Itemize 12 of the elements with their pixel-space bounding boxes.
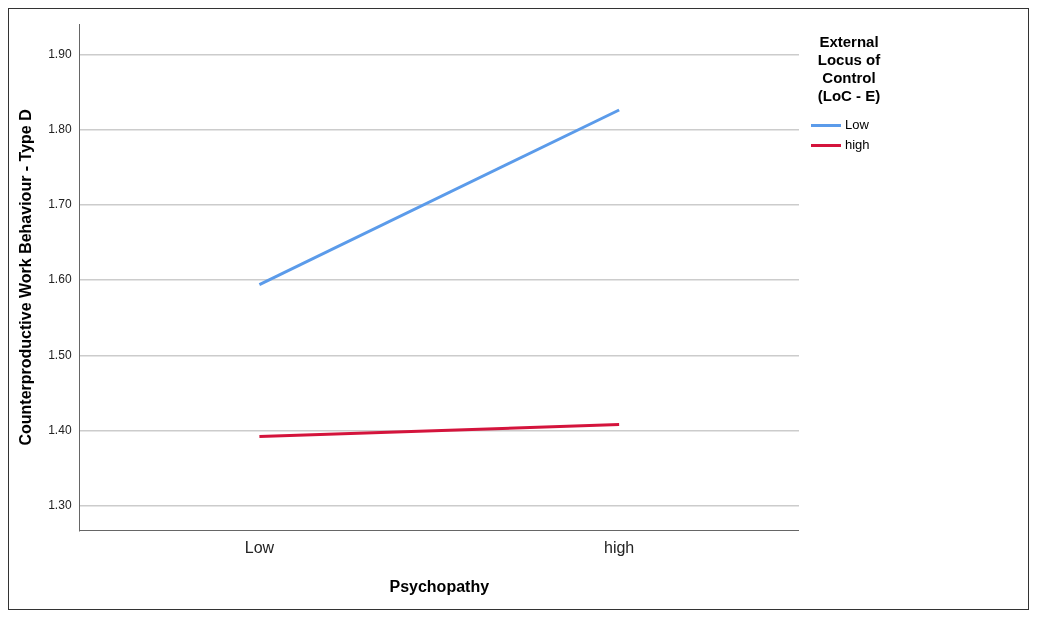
- y-tick-label: 1.90: [48, 46, 72, 61]
- legend-label: high: [845, 136, 870, 154]
- legend-title: External Locus of Control (LoC - E): [816, 33, 882, 105]
- y-tick-label: 1.30: [48, 498, 72, 513]
- y-axis-title: Counterproductive Work Behaviour - Type D: [17, 109, 35, 446]
- x-axis-title: Psychopathy: [389, 577, 490, 595]
- legend-label: Low: [845, 116, 869, 134]
- y-tick-label: 1.60: [48, 272, 72, 287]
- y-tick-label: 1.50: [48, 347, 72, 362]
- y-tick-label: 1.70: [48, 197, 72, 212]
- y-tick-label: 1.80: [48, 121, 72, 136]
- y-tick-label: 1.40: [48, 422, 72, 437]
